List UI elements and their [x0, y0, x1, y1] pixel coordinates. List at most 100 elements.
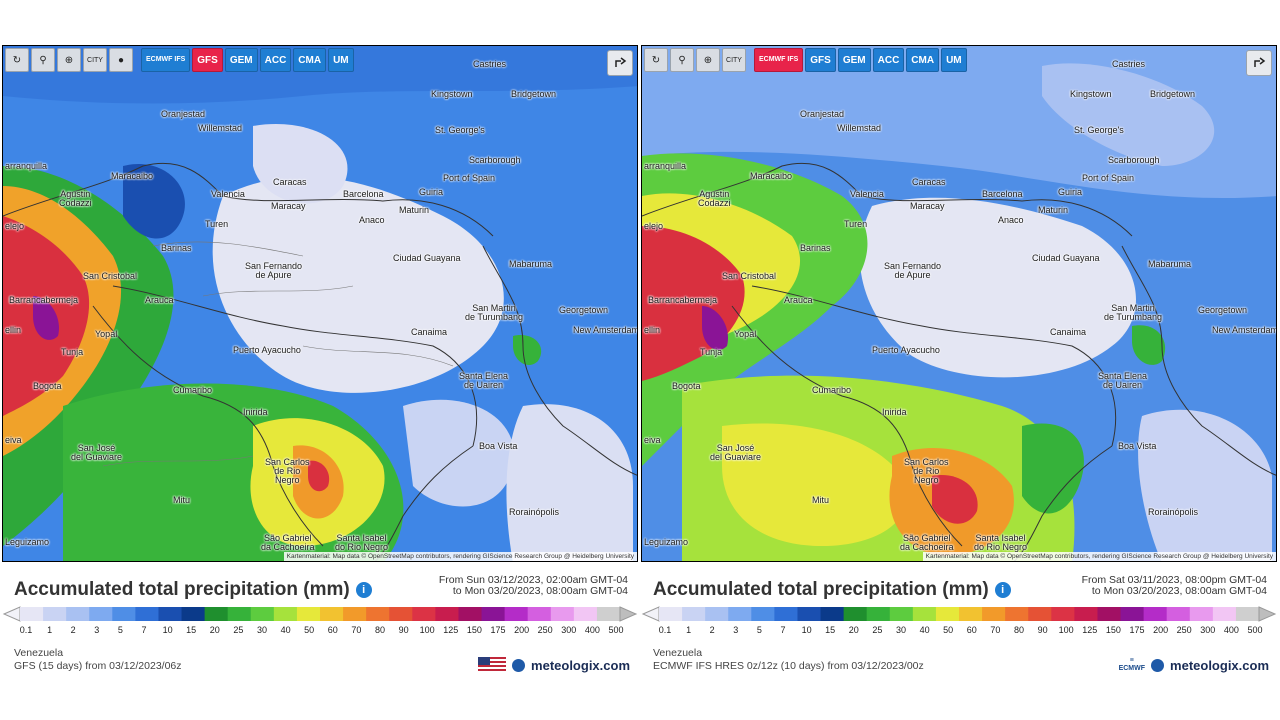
scale-swatch — [820, 607, 845, 621]
place-label: Scarborough — [1108, 155, 1160, 165]
place-label: San Fernando de Apure — [884, 261, 942, 280]
place-label: Valencia — [211, 189, 245, 199]
model-gem-button[interactable]: GEM — [224, 48, 258, 72]
place-label: ellin — [5, 325, 22, 335]
model-um-button[interactable]: UM — [941, 48, 967, 72]
scale-swatch — [1189, 607, 1214, 621]
scale-tick-label: 60 — [327, 625, 338, 635]
scale-tick-label: 175 — [490, 625, 506, 635]
place-label: Arauca — [784, 295, 813, 305]
scale-tick-label: 300 — [1200, 625, 1216, 635]
model-acc-button[interactable]: ACC — [872, 48, 905, 72]
place-label: Castries — [1112, 59, 1146, 69]
location-pin-icon[interactable]: ⚲ — [670, 48, 694, 72]
zoom-icon[interactable]: ⊕ — [57, 48, 81, 72]
model-um-button[interactable]: UM — [328, 48, 354, 72]
scale-tick-label: 1 — [686, 625, 692, 635]
model-gem-button[interactable]: GEM — [837, 48, 871, 72]
scale-tick-label: 7 — [780, 625, 786, 635]
scale-tick-label: 30 — [895, 625, 907, 635]
model-acc-button[interactable]: ACC — [259, 48, 292, 72]
ecmwf-footer: Accumulated total precipitation (mm) i Fr… — [641, 567, 1277, 685]
place-label: Agustin Codazzi — [698, 189, 731, 208]
model-ecmwf-ifs-button[interactable]: ECMWF IFS — [754, 48, 804, 72]
place-label: Agustin Codazzi — [59, 189, 92, 208]
scale-tick-label: 20 — [209, 625, 220, 635]
info-icon[interactable]: i — [355, 581, 372, 598]
model-meta: Venezuela GFS (15 days) from 03/12/2023/0… — [14, 647, 182, 672]
scale-tick-label: 1 — [47, 625, 53, 635]
scale-tick-label: 3 — [94, 625, 100, 635]
model-gfs-button[interactable]: GFS — [192, 48, 223, 72]
place-label: elejo — [644, 221, 664, 231]
scale-swatch — [889, 607, 914, 621]
place-label: Oranjestad — [800, 109, 845, 119]
model-cma-button[interactable]: CMA — [906, 48, 940, 72]
scale-swatch — [1097, 607, 1122, 621]
dark-mode-icon[interactable]: ● — [109, 48, 133, 72]
place-label: Port of Spain — [443, 173, 496, 183]
scale-swatch — [66, 607, 90, 621]
place-label: Turen — [205, 219, 229, 229]
scale-tick-label: 300 — [561, 625, 577, 635]
place-label: San José del Guaviare — [71, 443, 123, 462]
city-labels-icon[interactable]: CITY — [83, 48, 107, 72]
info-icon[interactable]: i — [994, 581, 1011, 598]
place-label: Santa Isabel do Rio Negro — [974, 533, 1028, 552]
scale-swatch — [982, 607, 1006, 621]
scale-swatch — [412, 607, 436, 621]
zoom-icon[interactable]: ⊕ — [696, 48, 720, 72]
scale-tick-label: 80 — [1013, 625, 1025, 635]
model-ecmwf-ifs-button[interactable]: ECMWF IFS — [141, 48, 191, 72]
place-label: Ciudad Guayana — [1032, 253, 1100, 263]
scale-tick-label: 80 — [374, 625, 386, 635]
scale-swatch — [1212, 607, 1237, 621]
location-pin-icon[interactable]: ⚲ — [31, 48, 55, 72]
city-labels-icon[interactable]: CITY — [722, 48, 746, 72]
place-label: Caracas — [912, 177, 946, 187]
share-icon[interactable] — [607, 50, 633, 76]
scale-swatch — [959, 607, 983, 621]
scale-swatch — [320, 607, 344, 621]
place-label: Guiria — [1058, 187, 1083, 197]
scale-swatch — [366, 607, 390, 621]
scale-tick-label: 500 — [608, 625, 624, 635]
place-label: Maturin — [399, 205, 430, 215]
place-label: Maracaibo — [750, 171, 793, 181]
share-icon[interactable] — [1246, 50, 1272, 76]
place-label: Santa Elena de Uairen — [1098, 371, 1148, 390]
us-flag-icon — [478, 657, 507, 673]
scale-swatch — [1005, 607, 1029, 621]
refresh-icon[interactable]: ↻ — [5, 48, 29, 72]
model-cma-button[interactable]: CMA — [293, 48, 327, 72]
place-label: Rorainópolis — [509, 507, 560, 517]
place-label: Arauca — [145, 295, 174, 305]
scale-swatch — [20, 607, 44, 621]
place-label: São Gabriel da Cachoeira — [261, 533, 315, 552]
place-label: Bridgetown — [1150, 89, 1196, 99]
scale-tick-label: 90 — [398, 625, 409, 635]
scale-tick-label: 150 — [466, 625, 482, 635]
scale-tick-label: 5 — [756, 625, 762, 635]
place-label: Leguizamo — [644, 537, 689, 547]
place-label: Canaima — [1050, 327, 1087, 337]
model-gfs-button[interactable]: GFS — [805, 48, 836, 72]
place-label: Cumaribo — [173, 385, 213, 395]
ecmwf-precipitation-map[interactable]: ↻ ⚲ ⊕ CITY ECMWF IFS GFS GEM ACC CMA UM … — [641, 45, 1277, 562]
scale-swatch — [43, 607, 67, 621]
scale-tick-label: 25 — [233, 625, 244, 635]
place-label: Yopal — [734, 329, 757, 339]
gfs-precipitation-map[interactable]: ↻ ⚲ ⊕ CITY ● ECMWF IFS GFS GEM ACC CMA U… — [2, 45, 638, 562]
place-label: Barrancabermeja — [9, 295, 79, 305]
map-attribution: Kartenmaterial: Map data © OpenStreetMap… — [283, 552, 637, 561]
place-label: San Cristobal — [83, 271, 138, 281]
scale-tick-label: 400 — [584, 625, 600, 635]
refresh-icon[interactable]: ↻ — [644, 48, 668, 72]
place-label: Oranjestad — [161, 109, 206, 119]
place-label: Barcelona — [343, 189, 384, 199]
scale-tick-label: 50 — [943, 625, 954, 635]
scale-tick-label: 0.1 — [658, 625, 672, 635]
place-label: Boa Vista — [479, 441, 518, 451]
scale-ticks: 0.1 1 2 3 5 7 10 15 20 25 30 40 50 60 70 80 90 100 125 150 1… — [2, 625, 638, 637]
place-label: Inirida — [882, 407, 907, 417]
